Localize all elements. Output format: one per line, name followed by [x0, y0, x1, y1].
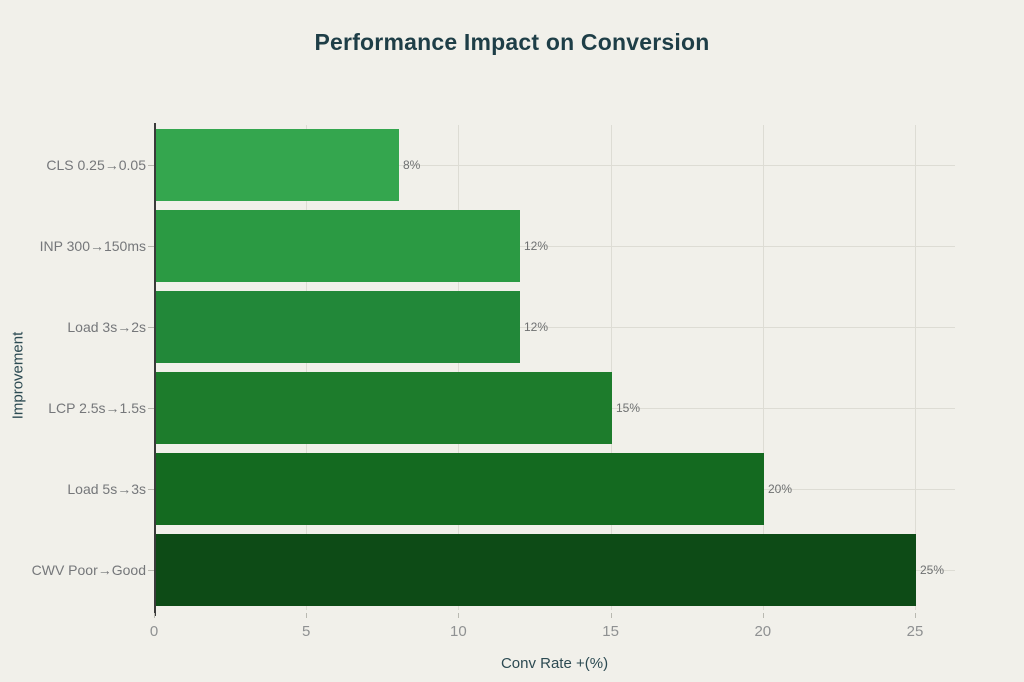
bar-value-label: 15% [616, 401, 641, 415]
y-tick-mark [148, 489, 154, 490]
y-tick-mark [148, 408, 154, 409]
chart-title: Performance Impact on Conversion [314, 29, 710, 55]
bar-value-label: 12% [524, 239, 549, 253]
x-axis-title: Conv Rate +(%) [500, 655, 609, 672]
x-tick-label: 15 [602, 623, 619, 640]
bar-4 [155, 372, 612, 444]
y-category-label: LCP 2.5s→1.5s [48, 400, 146, 416]
x-tick-label: 25 [906, 623, 924, 640]
bar-6 [155, 534, 916, 606]
y-gridline [154, 327, 955, 328]
bar-value-label: 12% [524, 320, 549, 334]
y-category-label: Load 5s→3s [67, 481, 146, 497]
x-gridline [915, 125, 916, 610]
y-tick-mark [148, 165, 154, 166]
y-category-label: INP 300→150ms [39, 238, 146, 254]
x-gridline [610, 125, 612, 610]
y-gridline [154, 246, 955, 247]
x-tick-label: 0 [149, 623, 159, 640]
bar-value-label: 8% [403, 158, 421, 172]
x-tick-mark [458, 613, 460, 618]
y-axis-line [154, 123, 156, 616]
bar-3 [155, 291, 520, 363]
bar-value-label: 25% [920, 563, 945, 577]
y-tick-mark [148, 570, 154, 571]
x-tick-label: 10 [450, 623, 467, 640]
x-tick-mark [762, 613, 764, 618]
y-category-label: CLS 0.25→0.05 [46, 157, 146, 173]
y-gridline [154, 165, 955, 166]
bar-1 [155, 129, 399, 201]
x-tick-mark [154, 613, 155, 618]
x-tick-label: 5 [302, 623, 311, 640]
bar-value-label: 20% [768, 482, 793, 496]
x-gridline [306, 125, 308, 610]
x-gridline [762, 125, 764, 610]
y-category-label: CWV Poor→Good [31, 562, 146, 578]
x-tick-mark [306, 613, 308, 618]
x-tick-label: 20 [754, 623, 772, 640]
x-tick-mark [610, 613, 612, 618]
bar-2 [155, 210, 520, 282]
bar-5 [155, 453, 764, 525]
y-tick-mark [148, 246, 154, 247]
y-tick-mark [148, 327, 154, 328]
x-gridline [458, 125, 460, 610]
y-category-label: Load 3s→2s [67, 319, 146, 335]
x-tick-mark [915, 613, 916, 618]
